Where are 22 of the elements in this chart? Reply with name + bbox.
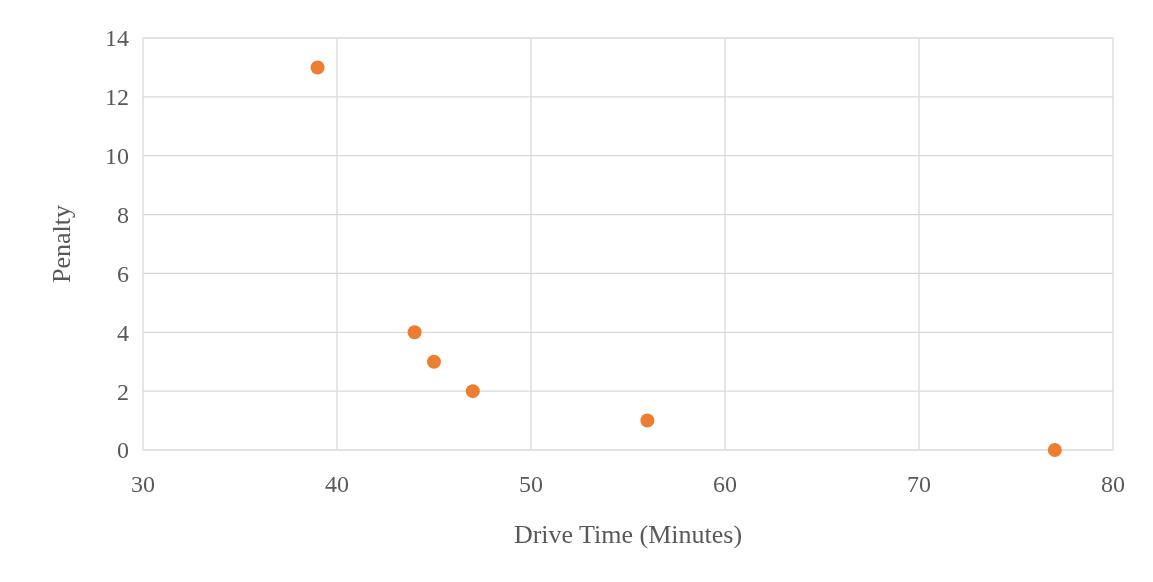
x-tick-label: 30	[131, 471, 155, 497]
x-tick-label: 50	[519, 471, 543, 497]
point	[465, 384, 480, 399]
y-tick-label: 12	[105, 84, 129, 111]
y-axis-title: Penalty	[47, 205, 76, 283]
x-tick-label: 70	[907, 471, 931, 497]
y-tick-label: 10	[105, 143, 129, 170]
x-tick-label: 40	[325, 471, 349, 497]
y-tick-label: 0	[117, 437, 129, 464]
y-tick-label: 2	[117, 378, 129, 405]
point	[407, 325, 422, 340]
point	[1047, 443, 1062, 457]
x-axis-title: Drive Time (Minutes)	[513, 520, 743, 549]
point	[310, 60, 325, 75]
y-tick-label: 4	[117, 319, 129, 346]
point	[640, 413, 655, 428]
y-tick-label: 6	[117, 260, 129, 287]
point	[427, 354, 441, 369]
y-tick-label: 14	[105, 25, 129, 52]
x-tick-label: 80	[1101, 471, 1125, 497]
x-tick-label: 60	[713, 471, 737, 497]
y-tick-label: 8	[117, 201, 129, 228]
